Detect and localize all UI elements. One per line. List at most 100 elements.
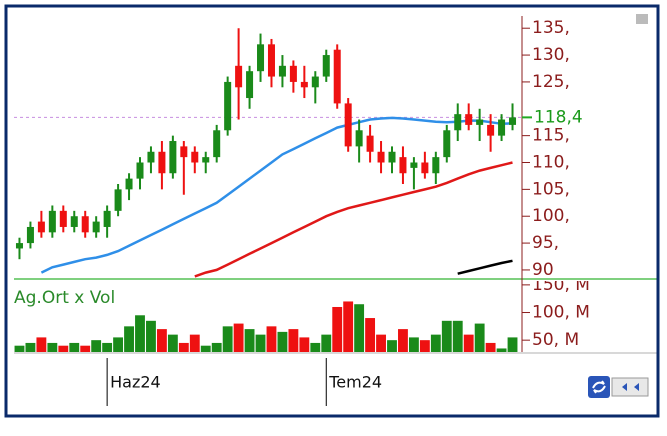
- volume-bar: [266, 326, 277, 352]
- volume-bar: [146, 320, 156, 352]
- volume-bar: [200, 345, 211, 352]
- y-tick-label: 130,: [532, 45, 570, 65]
- volume-bar: [156, 329, 167, 352]
- candle-body: [213, 130, 221, 158]
- volume-bar: [419, 340, 430, 352]
- volume-bar: [441, 320, 452, 352]
- volume-bar: [14, 345, 25, 352]
- candle-body: [333, 49, 341, 104]
- candle-body: [399, 157, 407, 174]
- candle-body: [180, 146, 188, 158]
- candle-body: [48, 210, 56, 233]
- volume-tick-label: 50, M: [532, 330, 579, 350]
- price-pane: [14, 28, 522, 278]
- candle-body: [26, 226, 34, 244]
- volume-bar: [102, 342, 113, 352]
- candle-body: [169, 141, 177, 174]
- candle-body: [410, 162, 418, 168]
- candle-body: [114, 189, 122, 211]
- volume-bar: [222, 326, 233, 352]
- candle-body: [366, 135, 374, 152]
- volume-bar: [189, 334, 200, 352]
- volume-bar: [507, 337, 518, 352]
- candle-body: [103, 210, 111, 227]
- scroll-arrows: [622, 383, 639, 391]
- volume-bar: [25, 342, 36, 352]
- volume-bar: [91, 340, 102, 352]
- volume-bar: [47, 342, 58, 352]
- volume-bar: [310, 342, 321, 352]
- candle-body: [59, 210, 67, 227]
- candle-body: [487, 124, 495, 136]
- candle-body: [498, 119, 506, 136]
- volume-pane: 150, M 100, M 50, M Ag.Ort x Vol: [14, 281, 590, 352]
- y-tick-label: 110,: [532, 153, 570, 173]
- volume-bar: [408, 337, 419, 352]
- x-tick-label: Haz24: [110, 373, 161, 392]
- volume-bar: [474, 323, 485, 352]
- candle-body: [311, 76, 319, 88]
- scroll-buttons[interactable]: [611, 377, 649, 397]
- moving-average-line: [194, 161, 513, 278]
- candle-body: [125, 178, 133, 190]
- volume-bar: [36, 337, 47, 352]
- candle-body: [158, 151, 166, 174]
- frame: [4, 4, 660, 418]
- y-tick-label: 95,: [532, 233, 559, 253]
- candle-body: [191, 151, 199, 163]
- volume-bar: [496, 348, 507, 352]
- candle-body: [70, 216, 78, 227]
- candle-body: [81, 216, 89, 233]
- scroll-thumb[interactable]: [636, 14, 648, 24]
- volume-bar: [124, 326, 134, 352]
- volume-bar: [387, 340, 397, 352]
- volume-bar: [244, 329, 255, 352]
- volume-bar: [485, 342, 496, 352]
- candle-body: [224, 81, 232, 131]
- volume-bar: [398, 329, 408, 352]
- candle-body: [509, 117, 517, 125]
- nav-button[interactable]: [588, 376, 649, 398]
- volume-bar: [211, 342, 222, 352]
- volume-bar: [113, 337, 124, 352]
- candle-body: [377, 151, 385, 163]
- candle-body: [202, 157, 210, 163]
- volume-bar: [299, 337, 310, 352]
- volume-bar: [365, 318, 376, 352]
- candle-body: [476, 119, 484, 125]
- candle-body: [454, 114, 462, 131]
- y-tick-label: 115,: [532, 126, 570, 146]
- candle-body: [257, 44, 265, 72]
- volume-bar: [354, 304, 365, 352]
- y-tick-label: 125,: [532, 72, 570, 92]
- candle-body: [443, 130, 451, 158]
- refresh-arrows: [592, 380, 606, 394]
- last-value-label: 118,4: [534, 107, 583, 127]
- volume-bar: [135, 315, 145, 352]
- volume-bar: [452, 320, 463, 352]
- volume-bar: [332, 306, 343, 352]
- volume-bar: [343, 301, 354, 352]
- candle-body: [246, 71, 254, 99]
- candle-body: [388, 151, 396, 163]
- price-axis: 135, 130, 125, 115, 110, 105, 100, 95, 90: [522, 18, 570, 280]
- candle-body: [322, 55, 330, 77]
- candle-body: [300, 81, 308, 88]
- volume-bar: [80, 345, 91, 352]
- candle-body: [421, 162, 429, 174]
- refresh-icon[interactable]: [588, 376, 610, 398]
- volume-bar: [430, 334, 441, 352]
- y-tick-label: 135,: [532, 18, 570, 38]
- candle-body: [278, 65, 286, 77]
- moving-average-line: [457, 259, 513, 275]
- candle-body: [235, 65, 243, 88]
- volume-bar: [58, 345, 69, 352]
- volume-bar: [233, 323, 244, 352]
- volume-bar: [69, 342, 80, 352]
- volume-bar: [463, 334, 474, 352]
- y-tick-label: 105,: [532, 179, 570, 199]
- y-tick-label: 90: [532, 260, 554, 280]
- candle-body: [355, 130, 363, 147]
